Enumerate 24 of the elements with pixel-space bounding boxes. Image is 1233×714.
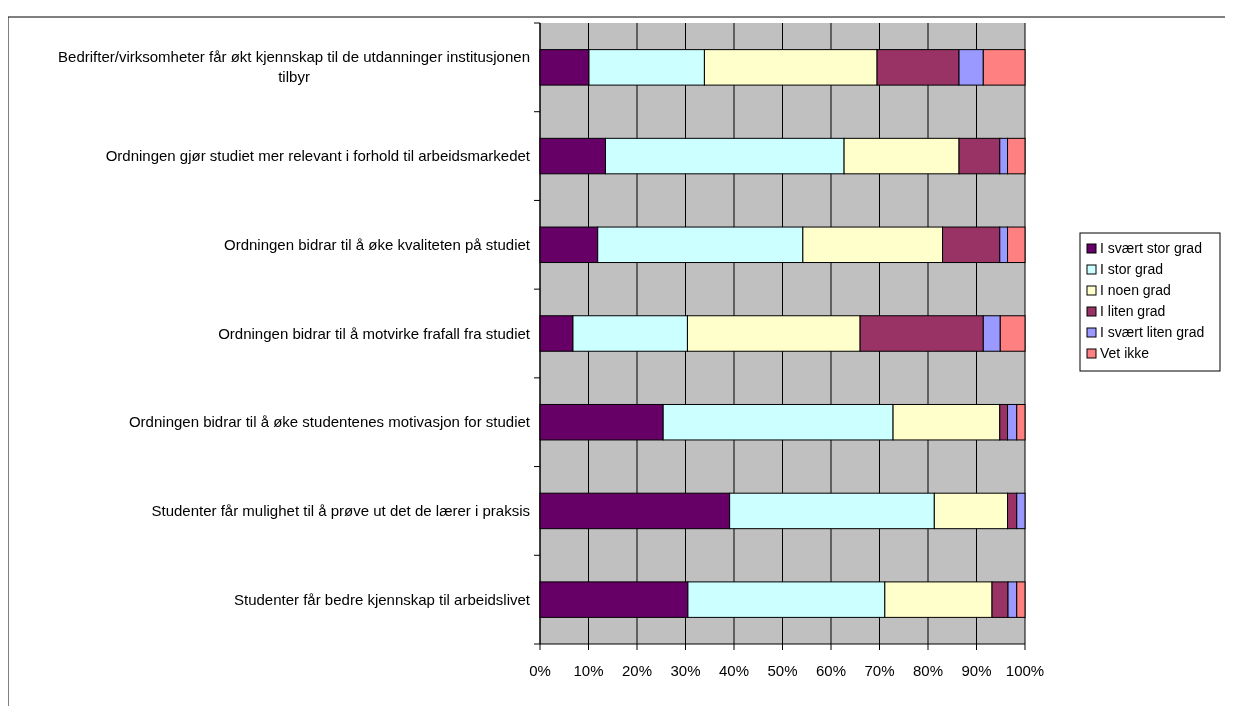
y-tick-label: Ordningen bidrar til å motvirke frafall fra studiet bbox=[218, 324, 531, 342]
x-tick-label: 30% bbox=[670, 662, 701, 679]
y-tick-label: Ordningen bidrar til å øke studentenes motivasjon for studiet bbox=[128, 413, 531, 431]
y-tick-label: Studenter får bedre kjennskap til arbeidslivet bbox=[233, 590, 531, 608]
legend-label: I stor grad bbox=[1100, 261, 1164, 277]
y-tick-label: Ordningen gjør studiet mer relevant i forhold til arbeidsmarkedet bbox=[105, 147, 531, 165]
x-tick-label: 100% bbox=[1005, 662, 1045, 679]
y-tick-label: Studenter får mulighet til å prøve ut det de lærer i praksis bbox=[151, 501, 530, 519]
y-tick-label: Bedrifter/virksomheter får økt kjennskap til de utdanninger institusjonen tilbyr bbox=[58, 48, 530, 86]
x-tick-label: 60% bbox=[815, 662, 847, 679]
x-tick-label: 10% bbox=[573, 662, 604, 679]
legend-label: I noen grad bbox=[1100, 282, 1171, 298]
x-tick-label: 80% bbox=[912, 662, 944, 679]
x-tick-label: 0% bbox=[529, 662, 551, 679]
legend-label: I svært stor grad bbox=[1100, 240, 1202, 256]
x-tick-label: 40% bbox=[718, 662, 750, 679]
x-tick-label: 20% bbox=[621, 662, 653, 679]
legend-label: I liten grad bbox=[1100, 303, 1166, 319]
y-tick-label: Ordningen bidrar til å øke kvaliteten på studiet bbox=[224, 235, 531, 253]
x-tick-label: 90% bbox=[961, 662, 992, 679]
legend-label: Vet ikke bbox=[1100, 345, 1150, 361]
x-tick-label: 50% bbox=[767, 662, 798, 679]
x-tick-label: 70% bbox=[864, 662, 895, 679]
legend-label: I svært liten grad bbox=[1100, 324, 1205, 340]
